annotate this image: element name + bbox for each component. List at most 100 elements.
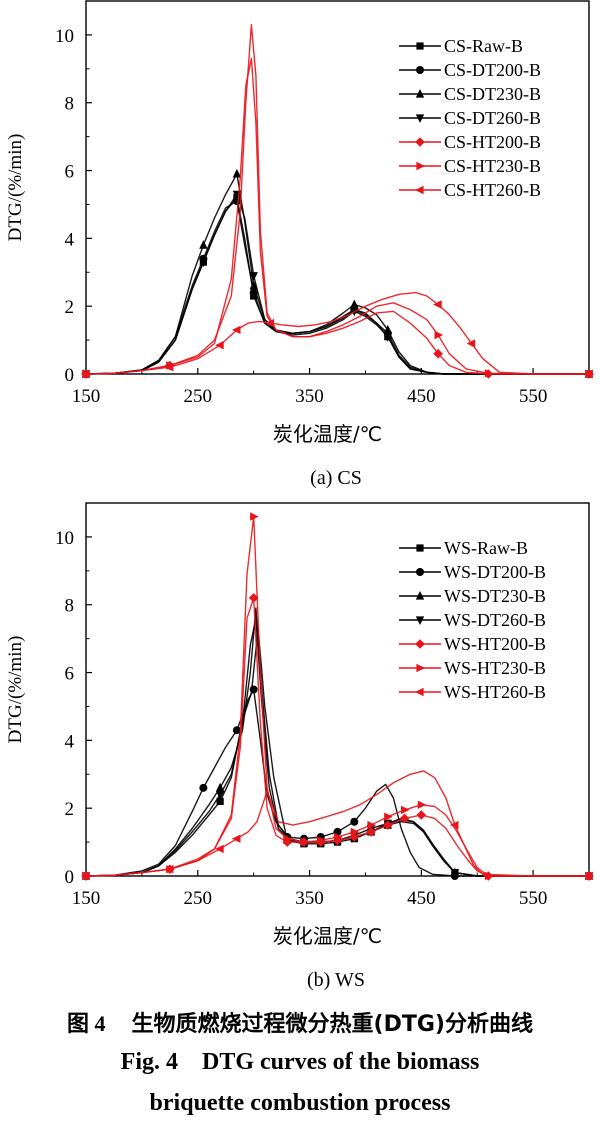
ws-data-point — [449, 820, 459, 830]
cs-series-0 — [82, 194, 593, 378]
figure-number-cn: 图 4 — [67, 1011, 106, 1036]
ws-x-tick-label: 250 — [184, 888, 213, 909]
cs-x-tick-label: 150 — [72, 386, 101, 407]
cs-data-point — [81, 369, 90, 379]
cs-y-tick-label: 6 — [65, 162, 75, 183]
cs-legend-marker-1 — [416, 66, 424, 74]
cs-legend-label-5: CS-HT230-B — [444, 156, 541, 176]
ws-data-point — [350, 827, 360, 837]
cs-legend-label-1: CS-DT200-B — [444, 60, 541, 80]
ws-data-point — [584, 871, 593, 881]
ws-legend-marker-5 — [416, 663, 425, 673]
ws-series-line-1 — [85, 688, 589, 877]
ws-legend-marker-4 — [415, 639, 425, 649]
ws-data-point — [215, 782, 225, 792]
cs-data-point — [383, 324, 392, 334]
ws-series-1 — [82, 685, 593, 880]
cs-data-point — [215, 341, 224, 350]
cs-legend-label-6: CS-HT260-B — [444, 180, 541, 200]
cs-data-point — [231, 325, 241, 335]
ws-legend-marker-2 — [415, 591, 425, 600]
ws-legend-marker-6 — [415, 687, 424, 697]
cs-y-tick-label: 4 — [65, 229, 75, 250]
ws-data-point — [367, 820, 376, 830]
cs-y-tick-label: 10 — [55, 26, 74, 47]
ws-data-point — [199, 783, 208, 792]
ws-y-tick-label: 2 — [65, 799, 75, 820]
ws-data-point — [283, 834, 293, 843]
cs-x-tick-label: 250 — [184, 386, 213, 407]
cs-legend-label-4: CS-HT200-B — [444, 132, 541, 152]
cs-data-point — [466, 339, 476, 348]
ws-data-point — [216, 797, 224, 805]
ws-legend-label-4: WS-HT200-B — [444, 634, 546, 654]
chart-ws: 150 250 350 450 550 0 2 4 6 8 10 炭化温度/℃ DTG/(%/min) (… — [5, 502, 594, 991]
cs-data-point — [232, 168, 242, 178]
cs-legend-marker-4 — [415, 137, 425, 147]
ws-y-tick-label: 10 — [55, 528, 74, 549]
cs-legend-marker-0 — [416, 42, 424, 50]
ws-data-point — [333, 832, 343, 842]
ws-data-point — [416, 810, 427, 820]
cs-data-point — [199, 258, 208, 268]
ws-data-point — [215, 791, 225, 800]
ws-legend-label-1: WS-DT200-B — [444, 562, 546, 582]
ws-data-point — [232, 726, 241, 735]
cs-x-tick-label: 450 — [407, 386, 436, 407]
ws-y-tick-label: 6 — [65, 664, 75, 685]
cs-legend-label-0: CS-Raw-B — [444, 36, 523, 56]
ws-legend-label-2: WS-DT230-B — [444, 586, 546, 606]
cs-data-point — [249, 272, 258, 281]
cs-legend-label-3: CS-DT260-B — [444, 108, 541, 128]
ws-data-point — [417, 800, 427, 809]
ws-data-point — [231, 834, 241, 843]
ws-x-tick-label: 150 — [72, 888, 101, 909]
cs-y-tick-label: 0 — [65, 365, 75, 386]
cs-y-tick-label: 8 — [65, 94, 75, 115]
ws-y-tick-label: 4 — [65, 731, 75, 752]
ws-y-axis-label: DTG/(%/min) — [5, 636, 26, 744]
cs-data-point — [350, 299, 359, 309]
cs-series-line-3 — [85, 193, 589, 375]
cs-plot-frame — [85, 0, 590, 375]
cs-x-axis-label: 炭化温度/℃ — [273, 422, 382, 446]
cs-data-point — [433, 348, 443, 359]
ws-y-tick-label: 0 — [65, 867, 75, 888]
cs-data-point — [584, 369, 593, 379]
ws-data-point — [249, 685, 258, 694]
ws-legend-label-3: WS-DT260-B — [444, 610, 546, 630]
ws-data-point — [300, 837, 309, 847]
ws-data-point — [164, 865, 174, 874]
ws-data-point — [350, 817, 359, 826]
cs-series-1 — [82, 197, 593, 378]
cs-data-point — [199, 240, 208, 249]
cs-series-line-0 — [85, 196, 589, 375]
ws-series-line-6 — [85, 770, 589, 877]
cs-data-point — [484, 369, 494, 378]
ws-data-point — [366, 827, 376, 837]
cs-y-axis-label: DTG/(%/min) — [5, 134, 26, 242]
cs-series-2 — [81, 168, 594, 378]
cs-data-point — [433, 300, 442, 309]
ws-legend-marker-3 — [415, 616, 425, 625]
cs-legend-marker-5 — [416, 161, 425, 171]
figure-title-cn: 生物质燃烧过程微分热重(DTG)分析曲线 — [131, 1012, 533, 1037]
cs-series-line-6 — [85, 291, 589, 375]
figure-caption-chinese: 图 4 生物质燃烧过程微分热重(DTG)分析曲线 — [0, 1006, 600, 1038]
ws-x-axis-label: 炭化温度/℃ — [273, 924, 382, 948]
cs-series-line-1 — [85, 200, 589, 375]
cs-x-tick-label: 350 — [295, 386, 324, 407]
ws-data-point — [81, 871, 90, 881]
ws-x-tick-label: 450 — [407, 888, 436, 909]
ws-data-point — [250, 512, 259, 521]
ws-data-point — [384, 812, 393, 821]
ws-data-point — [399, 813, 410, 824]
ws-legend-label-5: WS-HT230-B — [444, 658, 546, 678]
cs-series-line-5 — [85, 57, 589, 375]
cs-data-point — [249, 280, 258, 290]
cs-panel-label: (a) CS — [310, 467, 362, 489]
ws-legend-label-0: WS-Raw-B — [444, 538, 528, 558]
cs-y-tick-label: 2 — [65, 297, 75, 318]
ws-data-point — [450, 869, 460, 878]
ws-x-tick-label: 350 — [295, 888, 324, 909]
